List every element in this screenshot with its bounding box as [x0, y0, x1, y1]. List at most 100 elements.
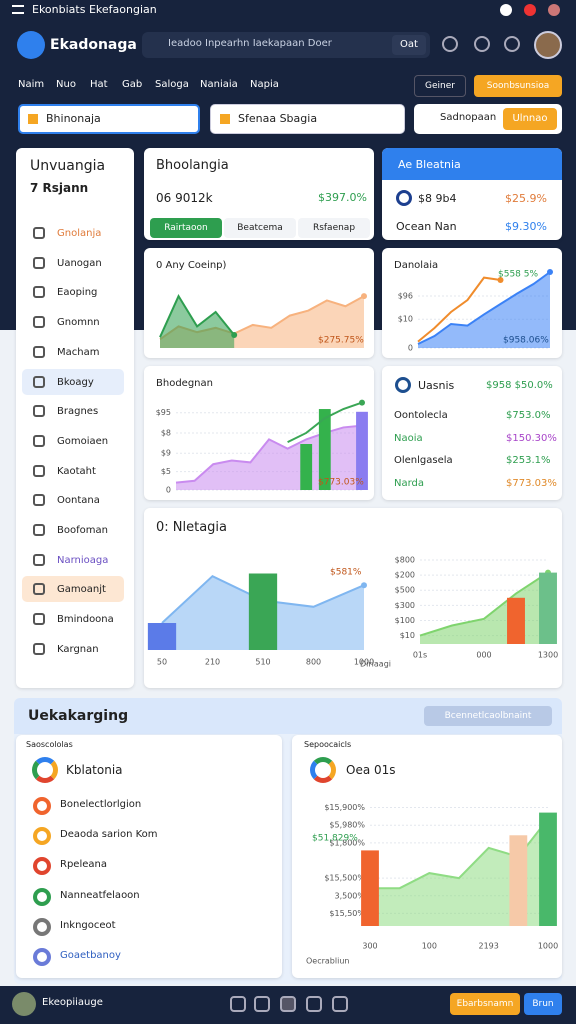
sidebar-item[interactable]: Gamoanjt: [57, 584, 106, 596]
footer-icon[interactable]: [332, 996, 348, 1012]
sidebar-item[interactable]: Oontana: [57, 495, 100, 507]
logo: [17, 31, 45, 59]
bar: [248, 573, 278, 650]
icon-button[interactable]: [442, 36, 458, 52]
stats-value: $773.03%: [506, 477, 557, 489]
search-text[interactable]: Ieadoo Inpearhn Iaekapaan Doer: [168, 38, 332, 49]
nav-item[interactable]: Hat: [90, 79, 108, 90]
footer-icon[interactable]: [306, 996, 322, 1012]
list-item[interactable]: Inkngoceot: [60, 919, 116, 931]
list-item[interactable]: Bonelectlorlgion: [60, 799, 142, 810]
sidebar-item[interactable]: Eaoping: [57, 287, 98, 299]
point: [497, 277, 504, 283]
list-item[interactable]: Nanneatfelaoon: [60, 889, 140, 901]
bar: [318, 409, 331, 490]
sidebar-item[interactable]: Bragnes: [57, 406, 99, 418]
bar: [509, 835, 528, 926]
stats-value: $253.1%: [506, 455, 551, 466]
sidebar-icon: [33, 613, 45, 626]
bar: [507, 597, 525, 644]
search-button[interactable]: Oat: [392, 35, 426, 55]
sidebar-icon: [33, 553, 45, 566]
tab[interactable]: Rsfaenap: [298, 218, 370, 238]
point: [547, 269, 553, 275]
sidebar-active: [22, 368, 124, 395]
x-tick-label: 000: [476, 651, 491, 660]
nav-item[interactable]: Naim: [18, 79, 45, 90]
footer-avatar: [12, 992, 36, 1016]
tab[interactable]: Beatcema: [224, 218, 296, 238]
select[interactable]: [18, 104, 200, 134]
line: [159, 294, 235, 338]
sidebar-item[interactable]: Bmindoona: [57, 614, 114, 626]
sidebar-icon: [33, 524, 45, 536]
bar: [356, 411, 368, 490]
bar: [539, 812, 557, 926]
sidebar-icon: [33, 583, 45, 596]
y-tick-label: $10: [400, 631, 415, 640]
card-label: Sepoocaicls: [304, 740, 352, 749]
input[interactable]: [210, 104, 405, 134]
sidebar-icon: [33, 286, 45, 299]
icon-button[interactable]: [474, 36, 490, 52]
sidebar-item[interactable]: Kargnan: [57, 643, 99, 655]
select-text: Bhinonaja: [46, 112, 101, 125]
bottom-button[interactable]: Bcennetlcaolbnaint: [424, 706, 552, 726]
x-tick-label: 1000: [354, 658, 374, 667]
overview-title: Bhoolangia: [156, 158, 229, 173]
list-card: [16, 735, 282, 978]
sidebar-item[interactable]: Bkoagy: [57, 376, 94, 388]
sidebar-item[interactable]: Gnomnn: [57, 317, 100, 329]
annotation: $558 5%: [498, 270, 538, 280]
x-tick-label: 800: [306, 658, 321, 667]
sidebar-subtitle: 7 Rsjann: [30, 181, 89, 195]
sidebar-item[interactable]: Macham: [57, 346, 100, 358]
footer-icon[interactable]: [254, 996, 270, 1012]
footer-icon[interactable]: [230, 996, 246, 1012]
line: [417, 276, 501, 343]
list-item[interactable]: Deaoda sarion Kom: [60, 829, 158, 841]
sidebar-item[interactable]: Gnolanja: [57, 228, 102, 239]
nav-item[interactable]: Gab: [122, 79, 143, 90]
bar: [539, 572, 557, 644]
status-icon: [500, 4, 512, 16]
nav-cta[interactable]: Soonbsunsioa: [474, 75, 562, 97]
row-label: Ocean Nan: [396, 220, 457, 233]
nav-item[interactable]: Saloga: [155, 79, 189, 90]
brand: Ekadonaga: [50, 37, 137, 53]
y-tick-label: 3,500%: [334, 891, 365, 900]
status-icon: [524, 4, 536, 16]
list-item[interactable]: Goaetbanoy: [60, 950, 121, 961]
y-tick-label: $96: [398, 292, 413, 301]
stats-value: $753.0%: [506, 410, 551, 421]
nav-item[interactable]: Nuo: [56, 79, 76, 90]
status-icon: [548, 4, 560, 16]
sidebar-item[interactable]: Gomoiaen: [57, 435, 109, 447]
nav-item[interactable]: Naniaia: [200, 79, 238, 90]
list-item[interactable]: Rpeleana: [60, 859, 107, 871]
nav-button[interactable]: Geiner: [414, 75, 466, 97]
sidebar-icon: [33, 256, 45, 269]
sidebar-icon: [33, 464, 45, 477]
sidebar-item[interactable]: Boofoman: [57, 525, 108, 536]
nav-item[interactable]: Napia: [250, 79, 279, 90]
y-tick-label: $15,50%: [329, 909, 365, 918]
annotation: $773.03%: [318, 478, 364, 488]
sidebar-item[interactable]: Kaotaht: [57, 465, 96, 477]
line: [419, 571, 549, 637]
status-icon: [12, 5, 24, 14]
list-icon: [33, 797, 51, 815]
stats-card: [382, 366, 562, 500]
sidebar-item[interactable]: Narnioaga: [57, 554, 109, 566]
icon-button[interactable]: [504, 36, 520, 52]
footer-primary[interactable]: Ebarbsnamn: [450, 993, 520, 1015]
y-tick-label: $8: [161, 428, 171, 437]
footer-icon[interactable]: [280, 996, 296, 1012]
search-go[interactable]: Ulnnao: [503, 108, 557, 130]
footer-secondary[interactable]: Brun: [524, 993, 562, 1015]
y-tick-label: $15,500%: [324, 874, 365, 883]
tab[interactable]: Rairtaoon: [150, 218, 222, 238]
sidebar-highlight: [22, 576, 124, 603]
sidebar-item[interactable]: Uanogan: [57, 257, 102, 269]
